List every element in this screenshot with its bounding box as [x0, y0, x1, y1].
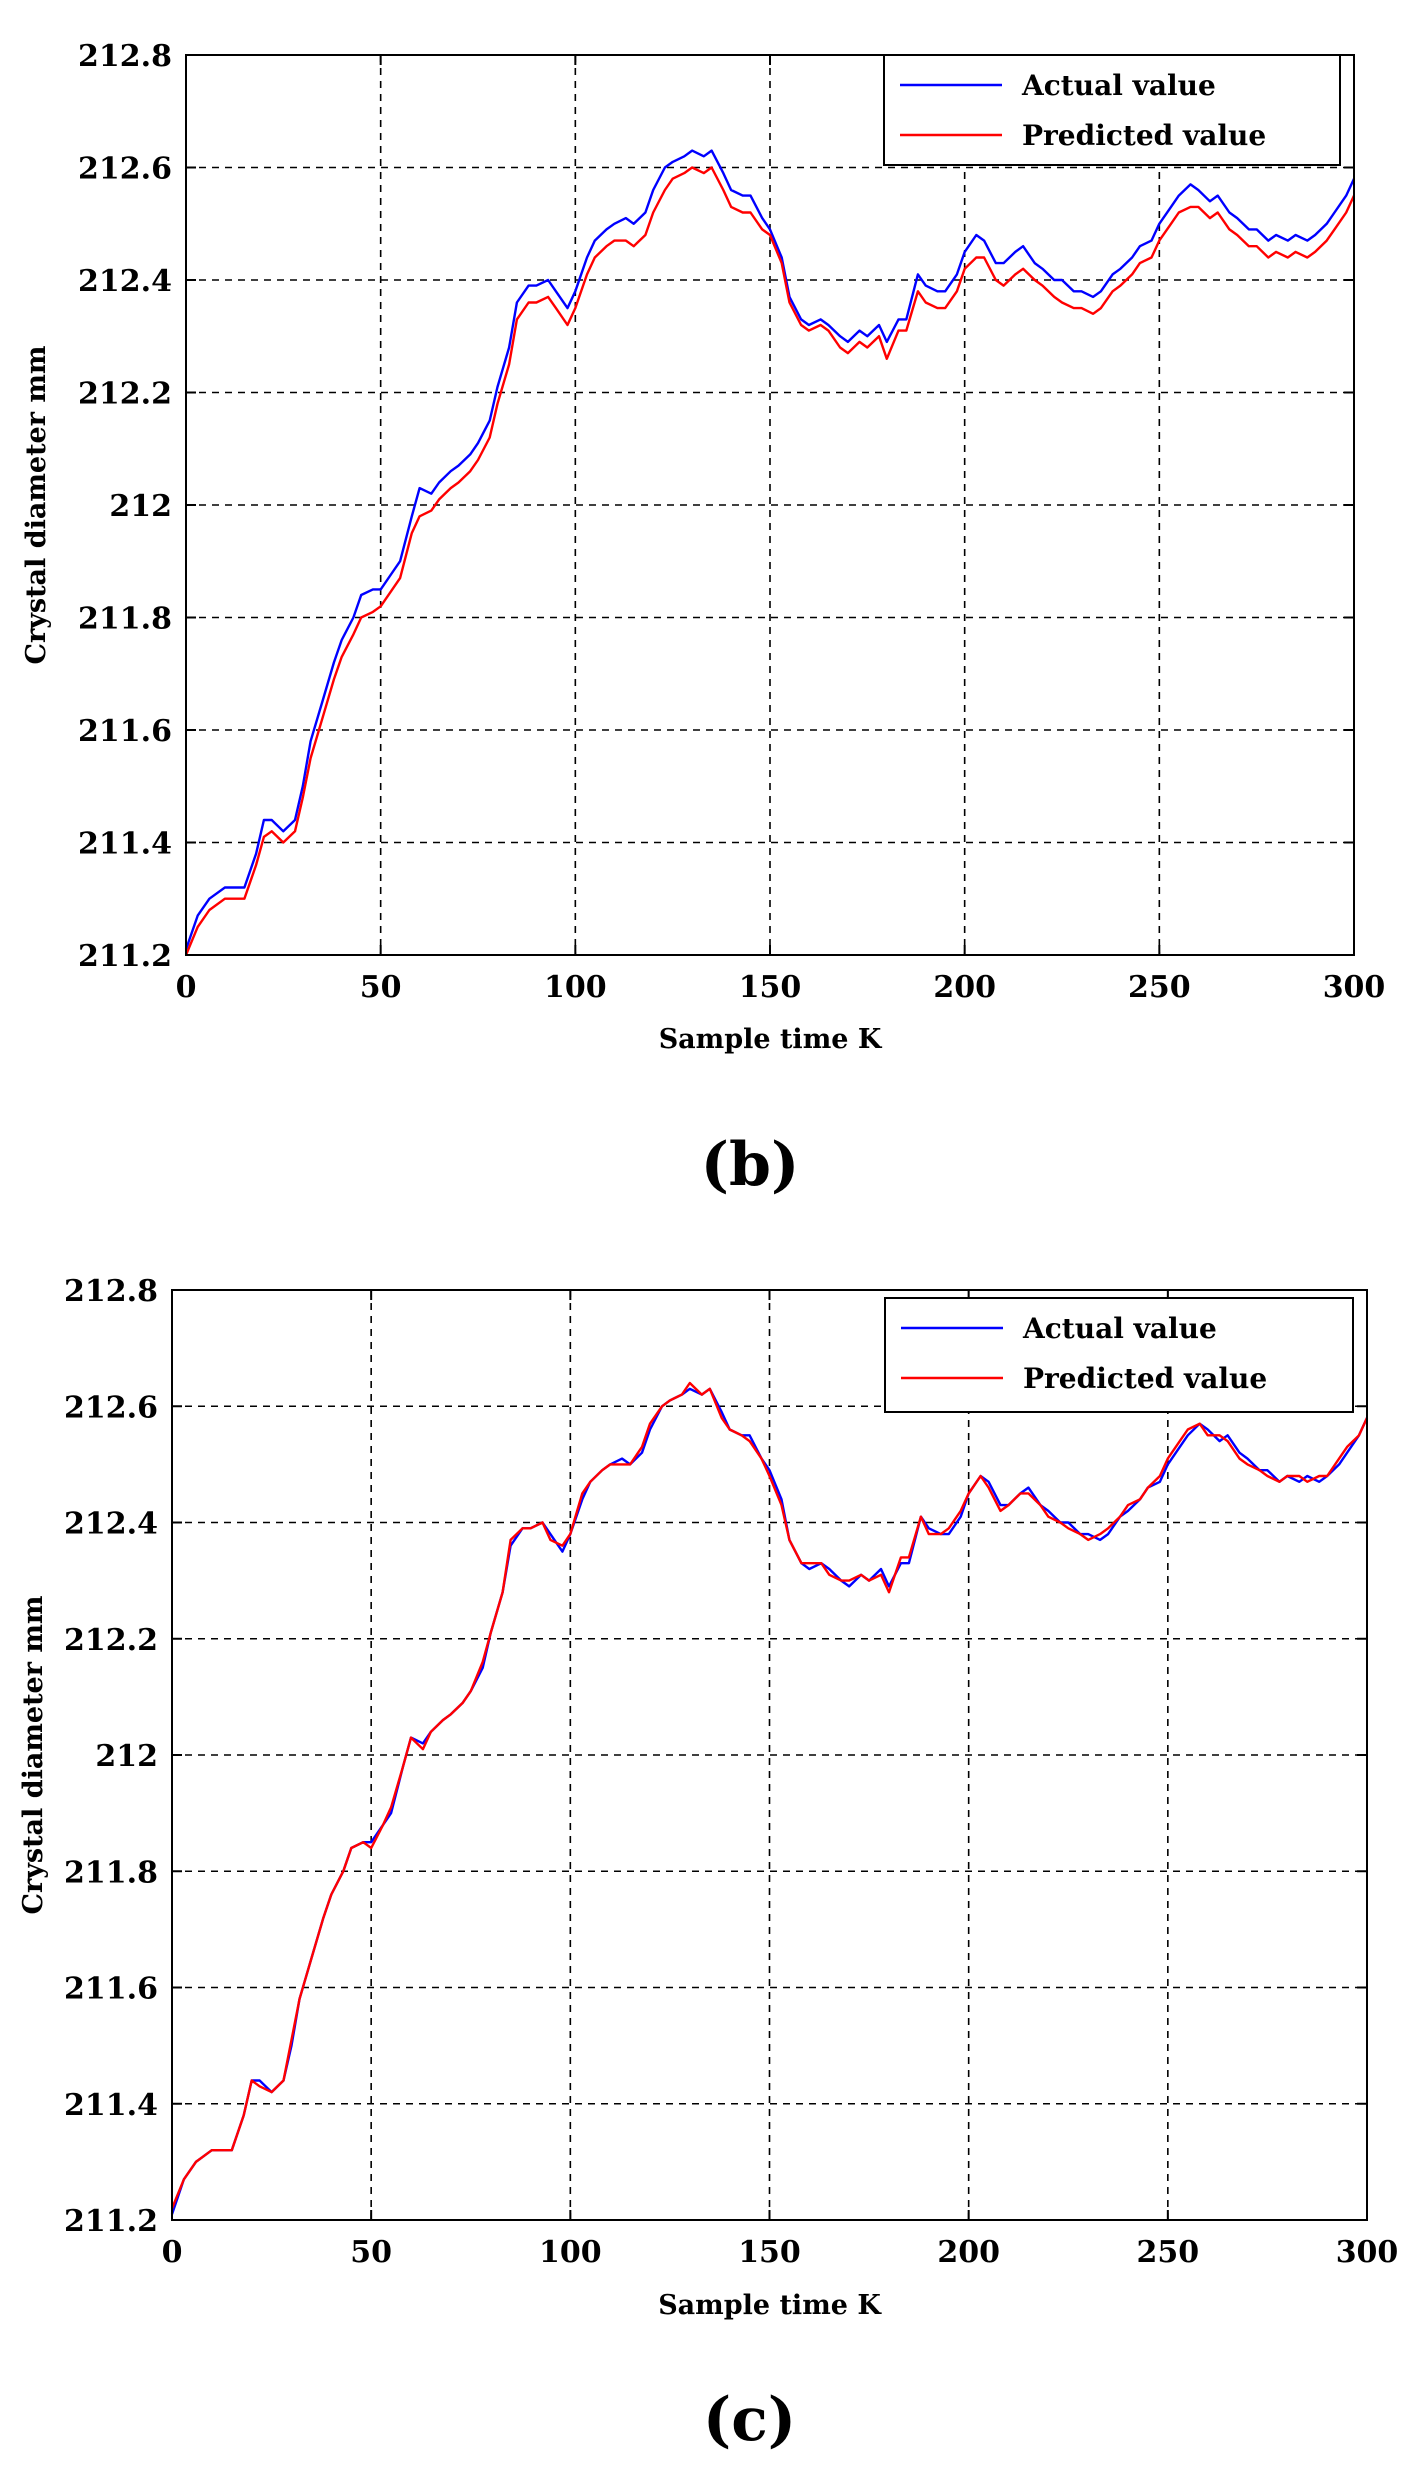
- y-tick-label: 212.6: [78, 152, 172, 187]
- x-tick-label: 200: [937, 2235, 1000, 2270]
- grid-lines: [172, 1290, 1367, 2220]
- y-axis-label: Crystal diameter mm: [21, 345, 52, 664]
- y-tick-label: 212: [109, 489, 172, 524]
- y-tick-label: 212.4: [78, 264, 172, 299]
- y-tick-label: 211.6: [78, 714, 172, 749]
- panel-caption: (c): [703, 2385, 796, 2455]
- x-tick-label: 300: [1336, 2235, 1399, 2270]
- x-tick-label: 300: [1323, 970, 1386, 1005]
- x-axis-label: Sample time K: [659, 1024, 883, 1055]
- legend-label-actual: Actual value: [1021, 69, 1216, 102]
- y-tick-label: 212.6: [64, 1390, 158, 1425]
- y-axis-label: Crystal diameter mm: [18, 1595, 49, 1914]
- x-tick-label: 200: [933, 970, 996, 1005]
- y-tick-label: 212.8: [78, 39, 172, 74]
- legend: Actual value Predicted value: [884, 1297, 1354, 1413]
- x-tick-label: 150: [738, 2235, 801, 2270]
- legend-label-actual: Actual value: [1022, 1312, 1217, 1345]
- ticks: 0 50 100 150 200 250 300 211.2 211.4 211.6 211.8 21…: [78, 39, 1385, 1005]
- series-actual-line: [170, 1387, 1369, 2215]
- y-tick-label: 211.2: [64, 2204, 158, 2239]
- y-tick-label: 211.8: [78, 602, 172, 637]
- legend-box: [883, 54, 1341, 166]
- x-tick-label: 50: [360, 970, 402, 1005]
- y-tick-label: 212: [95, 1739, 158, 1774]
- x-tick-label: 150: [739, 970, 802, 1005]
- y-tick-label: 212.8: [64, 1274, 158, 1309]
- x-tick-label: 100: [539, 2235, 602, 2270]
- x-tick-label: 100: [544, 970, 607, 1005]
- y-tick-label: 212.4: [64, 1507, 158, 1542]
- x-axis-label: Sample time K: [658, 2290, 882, 2321]
- x-tick-label: 250: [1137, 2235, 1200, 2270]
- ticks: 0 50 100 150 200 250 300 211.2 211.4 211.6 211.8 21…: [64, 1274, 1398, 2270]
- y-tick-label: 211.8: [64, 1855, 158, 1890]
- grid-lines: [186, 55, 1354, 955]
- x-tick-label: 0: [162, 2235, 183, 2270]
- y-tick-label: 211.4: [78, 827, 172, 862]
- chart-c: 0 50 100 150 200 250 300 211.2 211.4 211.6 211.8 21…: [18, 1274, 1398, 2455]
- panel-caption: (b): [701, 1130, 800, 1200]
- y-tick-label: 211.6: [64, 1972, 158, 2007]
- chart-panel-c: 0 50 100 150 200 250 300 211.2 211.4 211.6 211.8 21…: [0, 1240, 1422, 2483]
- series-predicted-line: [170, 1381, 1369, 2209]
- chart-panel-b: 0 50 100 150 200 250 300 211.2 211.4 211.6 211.8 21…: [0, 0, 1422, 1240]
- x-tick-label: 0: [176, 970, 197, 1005]
- x-tick-label: 250: [1128, 970, 1191, 1005]
- y-tick-label: 211.2: [78, 939, 172, 974]
- legend: Actual value Predicted value: [883, 54, 1341, 166]
- chart-b: 0 50 100 150 200 250 300 211.2 211.4 211.6 211.8 21…: [21, 39, 1385, 1200]
- series-predicted-line: [184, 166, 1356, 956]
- legend-label-predicted: Predicted value: [1022, 119, 1266, 152]
- series-actual-line: [184, 149, 1356, 950]
- legend-label-predicted: Predicted value: [1023, 1362, 1267, 1395]
- y-tick-label: 212.2: [64, 1623, 158, 1658]
- x-tick-label: 50: [350, 2235, 392, 2270]
- y-tick-label: 212.2: [78, 377, 172, 412]
- y-tick-label: 211.4: [64, 2088, 158, 2123]
- legend-box: [884, 1297, 1354, 1413]
